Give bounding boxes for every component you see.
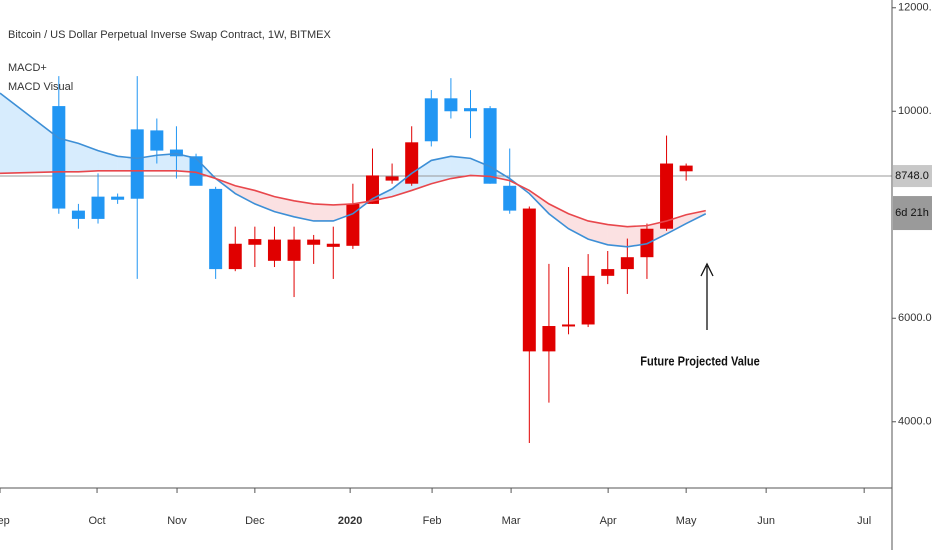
candle-body [405,142,419,184]
y-tick-label: 4000.0 [898,416,932,428]
ema-fill [588,220,608,245]
ema-fill [431,156,451,184]
ema-fill [548,203,569,229]
candle-body [287,239,301,261]
candle-body [483,108,497,184]
candle-body [326,243,340,247]
candle-body [581,275,595,325]
ema-fill [607,224,628,247]
countdown-label: 6d 21h [895,207,929,219]
annotation: Future Projected Value [640,354,760,369]
ema-line [0,169,706,228]
ema-fill [313,203,334,221]
candle-body [620,257,634,270]
ema-fill [0,93,59,174]
candle-body [464,108,478,112]
plot: 4000.0 6000.0 10000.0 12000.0 Sep Oct Nov Dec 20… [0,2,932,527]
ema-fill [294,200,314,221]
candle-body [91,196,105,219]
x-tick-label: Sep [0,515,10,527]
candle-body [522,208,536,352]
ema-fill [156,153,177,171]
indicator-label: MACD Visual [8,81,73,93]
candle-body [424,98,438,142]
y-tick-label: 6000.0 [898,312,932,324]
candle-body [228,243,242,270]
candle-body [52,106,66,209]
ema-fill [568,213,589,240]
candle-body [267,239,281,261]
x-tick-label: Jun [757,515,775,527]
x-tick-label: Jul [857,515,871,527]
x-tick-label: May [676,515,697,527]
candle-body [679,165,693,172]
candle-body [562,324,576,327]
candle-body [660,163,674,229]
candle-body [601,269,615,276]
candle-body [444,98,458,112]
x-tick-label: 2020 [338,515,362,527]
candle-body [71,210,85,219]
x-tick-label: Feb [423,515,442,527]
candle-body [150,130,164,151]
arrow-head [700,262,714,277]
chart-title: Bitcoin / US Dollar Perpetual Inverse Sw… [8,29,331,41]
ema-fill [78,143,99,172]
y-tick-label: 12000.0 [898,2,932,14]
last-price-label: 8748.0 [895,170,929,182]
x-tick-label: Dec [245,515,265,527]
candle-body [542,326,556,352]
x-tick-label: Nov [167,515,187,527]
ema-fill [450,156,471,179]
x-tick-label: Oct [88,515,105,527]
ema-line [0,92,707,248]
indicator-label: MACD+ [8,62,47,74]
candle-body [130,129,144,199]
countdown-tag [893,196,932,231]
ema-fill [235,185,255,204]
candle-body [385,176,399,181]
y-tick-label: 10000.0 [898,105,932,117]
candle-body [307,239,321,245]
candle-body [189,156,203,186]
last-price-tag [893,165,932,188]
candle-body [503,185,517,211]
candle-body [248,239,262,245]
candle-body [111,196,125,200]
candle-body [209,188,223,270]
x-tick-label: Apr [600,515,617,527]
ema-fill [274,196,295,217]
x-tick-label: Mar [502,515,521,527]
